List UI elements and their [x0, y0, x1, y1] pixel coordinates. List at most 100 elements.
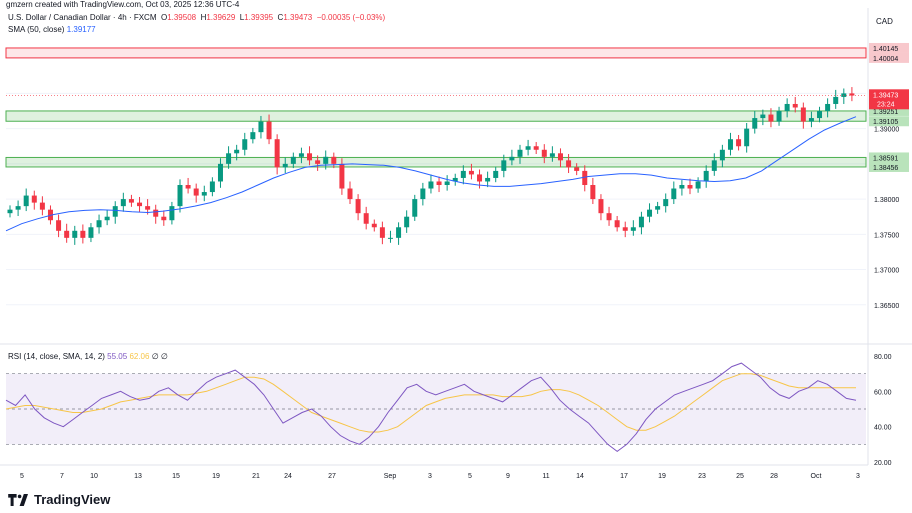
candle-body	[347, 188, 353, 200]
candle-body	[412, 199, 418, 217]
resistance-zone-label: 1.40004	[873, 56, 898, 63]
candle-body	[566, 160, 572, 168]
candle-body	[647, 209, 653, 217]
candle-body	[663, 199, 669, 207]
x-tick-label: 24	[284, 473, 292, 480]
candle-body	[72, 230, 78, 238]
candle-body	[695, 181, 701, 189]
candle-body	[477, 174, 483, 182]
candle-body	[226, 153, 232, 164]
last-price-badge	[869, 89, 909, 110]
candle-body	[307, 153, 313, 161]
symbol-title[interactable]: U.S. Dollar / Canadian Dollar · 4h · FXC…	[8, 13, 157, 22]
x-tick-label: 27	[328, 473, 336, 480]
rsi-label: RSI (14, close, SMA, 14, 2)	[8, 352, 105, 361]
sma-legend[interactable]: SMA (50, close) 1.39177	[8, 25, 96, 34]
candle-body	[379, 227, 385, 238]
price-tick-label: 1.39000	[874, 127, 899, 134]
support-zone-1-label-bg	[869, 105, 909, 116]
candle-body	[711, 160, 717, 171]
candle-body	[153, 209, 159, 217]
candle-body	[396, 227, 402, 238]
candle-body	[614, 220, 620, 228]
candle-body	[598, 199, 604, 214]
x-tick-label: 15	[172, 473, 180, 480]
rsi-line	[5, 362, 857, 453]
close-value: 1.39473	[283, 13, 313, 22]
candle-body	[638, 216, 644, 228]
high-value: 1.39629	[206, 13, 236, 22]
candle-body	[39, 202, 45, 210]
support-zone-1-label: 1.39251	[873, 109, 898, 116]
candle-body	[703, 170, 709, 182]
candle-body	[185, 185, 191, 189]
candle-body	[428, 181, 434, 189]
rsi-tick-label: 80.00	[874, 354, 892, 361]
candle-body	[209, 181, 215, 193]
rsi-value: 55.05	[107, 352, 128, 361]
support-zone-2-label-bg	[869, 152, 909, 163]
candle-body	[460, 170, 466, 178]
candle-body	[509, 156, 515, 161]
candle-body	[80, 230, 86, 238]
candle-body	[217, 163, 223, 182]
candle-body	[800, 107, 806, 122]
candle-body	[266, 121, 272, 140]
candle-body	[792, 103, 798, 108]
candle-body	[23, 195, 29, 207]
candle-body	[768, 114, 774, 122]
candle-body	[193, 188, 199, 196]
candle-body	[525, 146, 531, 150]
candle-body	[574, 167, 580, 171]
candle-body	[687, 185, 693, 189]
candle-body	[64, 230, 70, 238]
candle-body	[31, 195, 37, 203]
candle-body	[258, 121, 264, 133]
candle-body	[501, 160, 507, 171]
candle-body	[517, 149, 523, 157]
change-value: −0.00035 (−0.03%)	[316, 13, 386, 22]
candle-body	[331, 156, 337, 164]
price-tick-label: 1.37500	[874, 232, 899, 239]
rsi-legend[interactable]: RSI (14, close, SMA, 14, 2) 55.05 62.06 …	[8, 352, 168, 361]
candle-body	[56, 220, 62, 231]
candle-body	[752, 118, 758, 129]
x-tick-label: 19	[212, 473, 220, 480]
candle-body	[533, 146, 539, 150]
resistance-zone-label: 1.40145	[873, 46, 898, 53]
support-zone-1-label: 1.39105	[873, 119, 898, 126]
x-tick-label: 13	[134, 473, 142, 480]
candle-body	[234, 149, 240, 154]
support-zone-2-label: 1.38591	[873, 155, 898, 162]
support-zone-2[interactable]	[5, 156, 867, 168]
candle-body	[323, 156, 329, 164]
candle-body	[355, 199, 361, 214]
x-tick-label: 3	[856, 473, 860, 480]
candle-body	[88, 227, 94, 238]
rsi-tick-label: 20.00	[874, 460, 892, 467]
support-zone-1[interactable]	[5, 110, 867, 122]
candle-body	[671, 188, 677, 200]
x-tick-label: 25	[736, 473, 744, 480]
candle-body	[282, 163, 288, 168]
candle-body	[468, 170, 474, 175]
rsi-tick-label: 40.00	[874, 425, 892, 432]
candle-body	[744, 128, 750, 147]
candle-body	[655, 206, 661, 210]
x-tick-label: 28	[770, 473, 778, 480]
resistance-zone[interactable]	[5, 47, 867, 59]
open-value: 1.39508	[167, 13, 197, 22]
created-by-text: gmzern created with TradingView.com, Oct…	[6, 0, 240, 9]
price-tick-label: 1.36500	[874, 303, 899, 310]
support-zone-2-label: 1.38456	[873, 165, 898, 172]
resistance-zone-label-bg	[869, 52, 909, 63]
candle-body	[7, 209, 13, 214]
x-tick-label: 14	[576, 473, 584, 480]
candle-body	[363, 213, 369, 224]
x-tick-label: 21	[252, 473, 260, 480]
candle-body	[784, 103, 790, 112]
candle-body	[137, 202, 143, 207]
candle-body	[339, 163, 345, 189]
x-tick-label: Oct	[811, 473, 822, 480]
